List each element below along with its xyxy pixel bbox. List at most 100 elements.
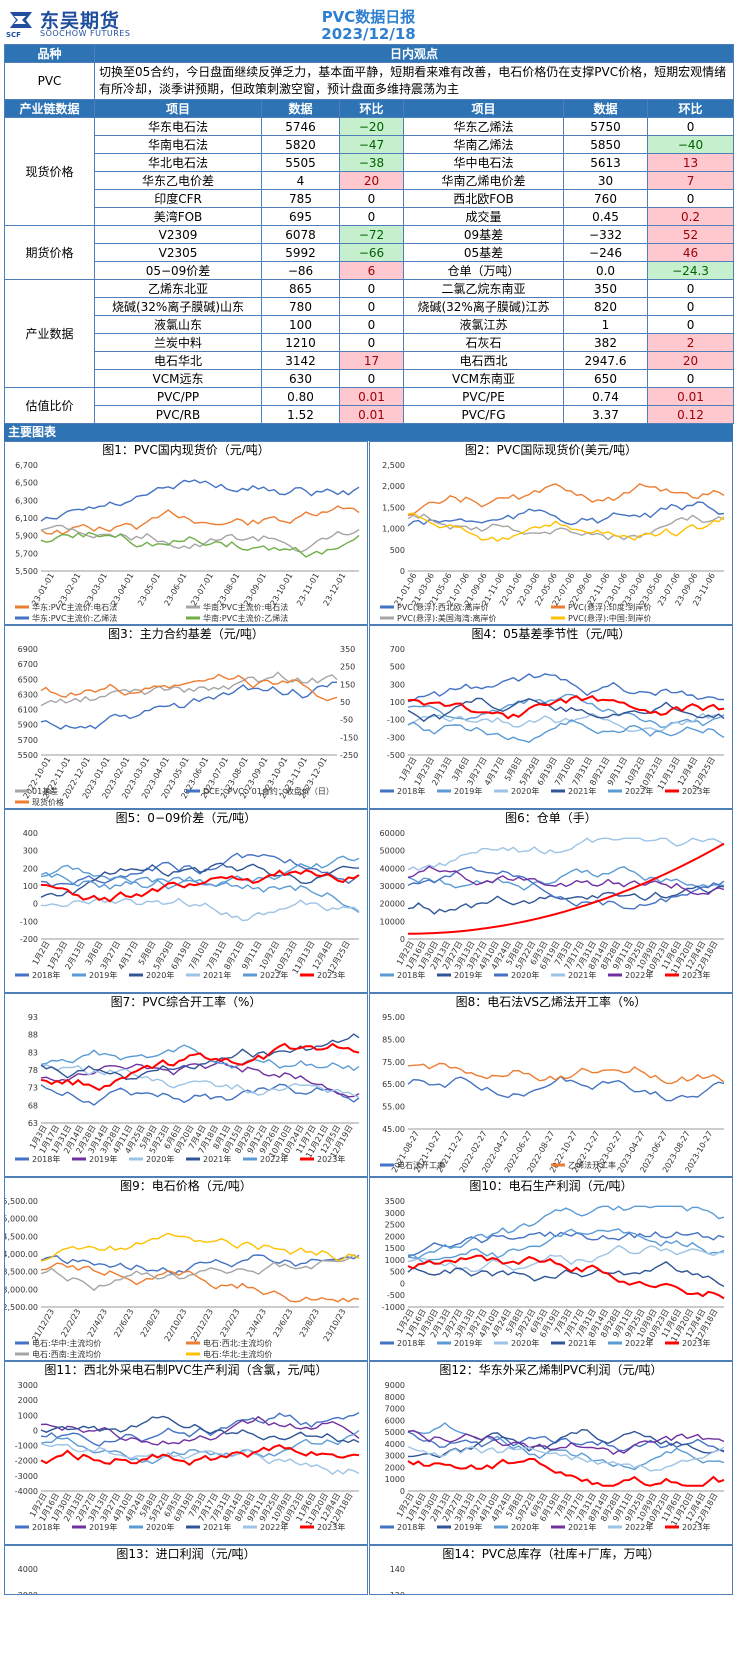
y-tick-label: 300: [390, 680, 405, 689]
series-line: [407, 693, 725, 729]
table-row: 期货价格 V2309 6078 −72 09基差 −332 52: [4, 225, 735, 280]
y-tick-label: 60000: [380, 829, 405, 838]
item-change-right: 0.2: [646, 207, 735, 226]
item-name: 美湾FOB: [94, 207, 262, 226]
y-tick-label: -200: [20, 935, 38, 944]
item-value: 5820: [261, 135, 340, 154]
y-tick-label: 68: [28, 1101, 38, 1110]
product-name: PVC: [4, 62, 95, 100]
x-tick-label: 23-12-01: [322, 572, 348, 608]
legend-label: 2022年: [260, 1154, 288, 1164]
series-line: [40, 1232, 360, 1262]
report-date: 2023/12/18: [321, 25, 416, 43]
series-line: [407, 866, 725, 891]
item-change: 0: [339, 297, 404, 316]
y-tick-label: -2000: [15, 1457, 38, 1466]
table-row: 05−09价差 −86 6 仓单（万吨） 0.0 −24.3: [5, 261, 735, 280]
series-line: [40, 1443, 360, 1475]
item-change: 6: [339, 261, 404, 280]
legend-label: 2021年: [203, 1522, 231, 1532]
y-tick-label: 6300: [18, 690, 38, 699]
item-name-right: 华东乙烯法: [403, 117, 564, 136]
item-name-right: 华南乙烯法: [403, 135, 564, 154]
x-tick-label: 22/4/23: [86, 1308, 109, 1339]
y-tick-label: 83: [28, 1048, 38, 1057]
series-line: [407, 712, 725, 733]
brand-logo-icon: [10, 12, 32, 28]
item-value: 865: [261, 279, 340, 298]
chart-plot: 3500300025002000150010005000-500-10001月2…: [380, 1197, 725, 1348]
item-value: 5992: [261, 243, 340, 262]
item-change-right: 20: [646, 351, 735, 370]
y-tick-label: 10000: [380, 917, 405, 926]
legend-label: 2023年: [682, 970, 710, 980]
chart-plot: 938883787368631月3日1月17日1月31日2月14日2月28日3月…: [15, 1013, 360, 1164]
group-label: 估值比价: [4, 387, 95, 424]
y-tick-label: 5900: [18, 721, 38, 730]
y-tick-label: 6,500: [15, 479, 38, 488]
legend-label: 2023年: [317, 1154, 345, 1164]
legend-label: DCE：PVC：01合约：收盘价（日）: [203, 786, 334, 796]
series-line: [407, 513, 725, 541]
item-value-right: 5750: [563, 117, 648, 136]
legend-label: PVC(悬浮):西北欧:离岸价: [397, 602, 489, 612]
x-tick-label: 22/12/23: [189, 1308, 215, 1344]
series-line: [407, 1244, 725, 1273]
chart-title: 图14：PVC总库存（社库+厂库，万吨）: [442, 1547, 660, 1561]
y-tick-label: 4,500.00: [5, 1232, 38, 1241]
series-line: [408, 842, 725, 935]
chart-panel: 图13：进口利润（元/吨） 4000 3000: [4, 1545, 368, 1595]
y-tick-label: 93: [28, 1013, 38, 1022]
table-row: 华南电石法 5820 −47 华南乙烯法 5850 −40: [5, 135, 735, 154]
y-tick-label: 8000: [385, 1393, 405, 1402]
legend-label: 2018年: [32, 1154, 60, 1164]
legend-label: 2021年: [568, 1522, 596, 1532]
y-tick-label: 0: [400, 1279, 405, 1288]
y-tick-label: 2000: [385, 1232, 405, 1241]
y-tick-label: 55.00: [382, 1103, 405, 1112]
x-tick-label: 23-11-01: [295, 572, 321, 608]
item-change: 20: [339, 171, 404, 190]
series-line: [40, 531, 360, 558]
y-tick-label: 1000: [18, 1411, 38, 1420]
y-tick-label: 5,700: [15, 549, 38, 558]
chart-plot: 4003002001000-100-2001月2日1月23日2月13日3月6日3…: [15, 829, 360, 980]
legend-label: 2023年: [682, 1338, 710, 1348]
x-tick-label: 22/6/23: [112, 1308, 135, 1339]
series-line: [407, 837, 725, 872]
legend-label: 电石:西南:主流均价: [32, 1349, 101, 1359]
legend-label: PVC(悬浮):中国:到岸价: [568, 613, 652, 623]
group-label: 产业数据: [4, 279, 95, 388]
series-line: [40, 671, 338, 707]
item-change-right: 0: [646, 369, 735, 388]
y-tick-label: 6,100: [15, 514, 38, 523]
y-tick-label: 3000: [385, 1209, 405, 1218]
chart-panel: 图10：电石生产利润（元/吨） 3500 3000 2500 2000 1500 1000 5…: [369, 1177, 733, 1361]
legend-label: 2022年: [625, 1522, 653, 1532]
item-value-right: 5850: [563, 135, 648, 154]
table-row: 烧碱(32%离子膜碱)山东 780 0 烧碱(32%离子膜碱)江苏 820 0: [5, 297, 735, 316]
y-tick-label: 6,700: [15, 461, 38, 470]
y-tick-label: 4000: [18, 1565, 38, 1574]
y-tick-label: 500: [390, 663, 405, 672]
legend-label: 01基差: [32, 786, 58, 796]
chart-panel: 图12：华东外采乙烯制PVC利润（元/吨） 9000 8000 7000 6000 500…: [369, 1361, 733, 1545]
table-row: PVC/RB 1.52 0.01 PVC/FG 3.37 0.12: [5, 405, 735, 424]
item-change: 0: [339, 333, 404, 352]
item-name: V2305: [94, 243, 262, 262]
chart-plot: 6,7006,5006,3006,1005,9005,7005,50023-01…: [15, 461, 360, 623]
item-value-right: 650: [563, 369, 648, 388]
legend-label: 2019年: [454, 970, 482, 980]
series-line: [40, 1415, 360, 1444]
item-change: 0: [339, 315, 404, 334]
legend-label: 2021年: [203, 970, 231, 980]
y2-tick-label: 50: [340, 698, 350, 707]
legend-label: 2019年: [454, 786, 482, 796]
legend-label: 2019年: [89, 1154, 117, 1164]
y-tick-label: 6000: [385, 1416, 405, 1425]
series-line: [407, 1254, 725, 1300]
legend-label: 2018年: [32, 970, 60, 980]
x-tick-label: 22/10/23: [163, 1308, 189, 1344]
legend-label: 华东:PVC主流价:电石法: [32, 602, 117, 612]
item-value-right: −246: [563, 243, 648, 262]
